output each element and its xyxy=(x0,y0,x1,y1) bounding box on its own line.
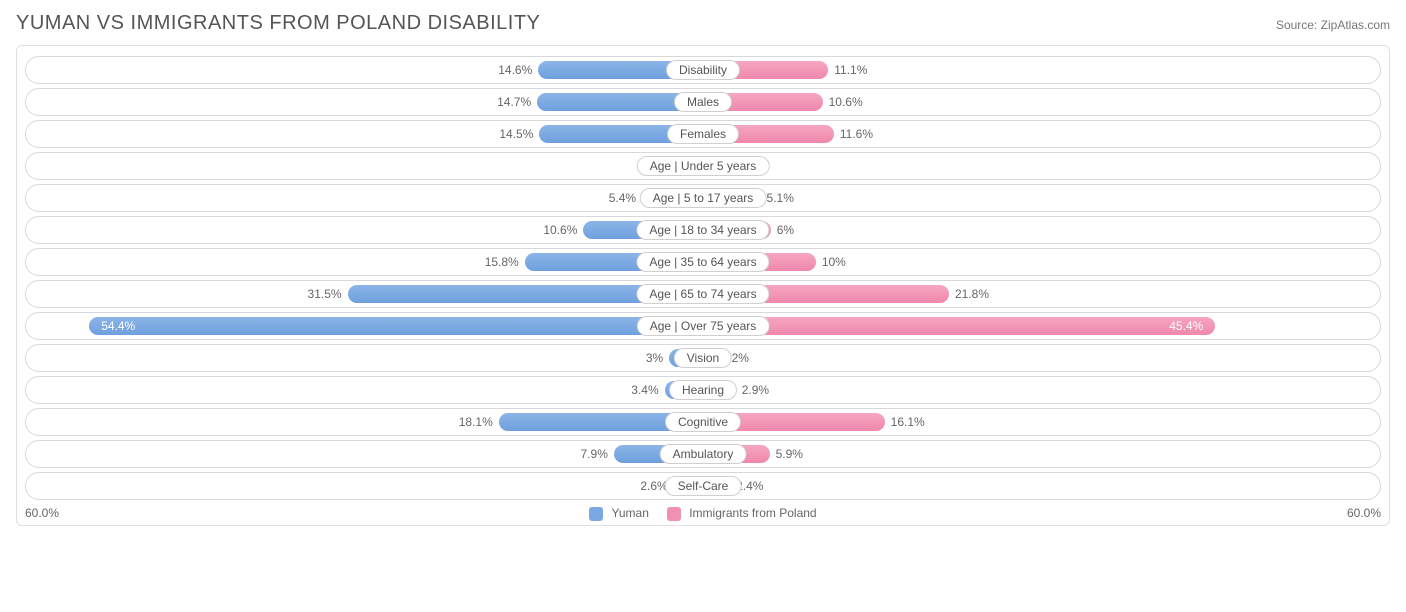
chart-row: 10.6% 6%Age | 18 to 34 years xyxy=(25,216,1381,244)
chart-rows: 14.6% 11.1% Disability 14.7% 10.6% Males 14.5%… xyxy=(25,56,1381,500)
value-left: 3.4% xyxy=(625,383,664,397)
value-right: 5.9% xyxy=(770,447,809,461)
row-right-half: 10% xyxy=(703,249,1380,275)
chart-row: 5.4% 5.1%Age | 5 to 17 years xyxy=(25,184,1381,212)
row-left-half: 10.6% xyxy=(26,217,703,243)
value-right: 21.8% xyxy=(949,287,995,301)
chart-row: 7.9% 5.9% Ambulatory xyxy=(25,440,1381,468)
legend-item-left: Yuman xyxy=(589,506,648,521)
value-right: 10.6% xyxy=(823,95,869,109)
value-right: 5.1% xyxy=(761,191,800,205)
row-right-half: 5.9% xyxy=(703,441,1380,467)
value-right: 16.1% xyxy=(885,415,931,429)
chart-title: YUMAN VS IMMIGRANTS FROM POLAND DISABILI… xyxy=(16,12,540,35)
value-left: 10.6% xyxy=(537,223,583,237)
row-left-half: 5.4% xyxy=(26,185,703,211)
row-right-half: 2.4% xyxy=(703,473,1380,499)
chart-row: 18.1% 16.1% Cognitive xyxy=(25,408,1381,436)
value-right: 45.4% xyxy=(1163,319,1209,333)
diverging-bar-chart: 14.6% 11.1% Disability 14.7% 10.6% Males 14.5%… xyxy=(16,45,1390,526)
row-left-half: 14.5% xyxy=(26,121,703,147)
row-right-half: 5.1% xyxy=(703,185,1380,211)
row-label: Self-Care xyxy=(665,476,742,496)
row-right-half: 16.1% xyxy=(703,409,1380,435)
row-right-half: 11.1% xyxy=(703,57,1380,83)
value-right: 10% xyxy=(816,255,852,269)
value-left: 18.1% xyxy=(453,415,499,429)
legend-label-right: Immigrants from Poland xyxy=(689,506,816,520)
row-right-half: 1.3% xyxy=(703,153,1380,179)
row-left-half: 15.8% xyxy=(26,249,703,275)
row-label: Age | 18 to 34 years xyxy=(636,220,769,240)
row-left-half: 2.6% xyxy=(26,473,703,499)
legend-swatch-left xyxy=(589,507,603,521)
row-label: Females xyxy=(667,124,739,144)
axis-max-right: 60.0% xyxy=(1347,506,1381,520)
chart-row: 14.6% 11.1% Disability xyxy=(25,56,1381,84)
row-left-half: 7.9% xyxy=(26,441,703,467)
chart-row: 54.4% 45.4% Age | Over 75 years xyxy=(25,312,1381,340)
row-label: Age | Under 5 years xyxy=(637,156,770,176)
chart-row: 0.95%1.3%Age | Under 5 years xyxy=(25,152,1381,180)
chart-footer: 60.0% Yuman Immigrants from Poland 60.0% xyxy=(25,506,1381,521)
value-left: 15.8% xyxy=(479,255,525,269)
row-label: Age | Over 75 years xyxy=(637,316,770,336)
row-left-half: 14.6% xyxy=(26,57,703,83)
row-right-half: 2% xyxy=(703,345,1380,371)
row-label: Hearing xyxy=(669,380,737,400)
row-label: Cognitive xyxy=(665,412,741,432)
value-left: 7.9% xyxy=(575,447,614,461)
value-left: 14.7% xyxy=(491,95,537,109)
legend-swatch-right xyxy=(667,507,681,521)
row-right-half: 45.4% xyxy=(703,313,1380,339)
value-left: 54.4% xyxy=(95,319,141,333)
row-left-half: 3.4% xyxy=(26,377,703,403)
value-right: 6% xyxy=(771,223,800,237)
value-left: 5.4% xyxy=(603,191,642,205)
bar-left: 54.4% xyxy=(89,317,703,335)
chart-header: YUMAN VS IMMIGRANTS FROM POLAND DISABILI… xyxy=(16,12,1390,35)
axis-max-left: 60.0% xyxy=(25,506,59,520)
row-right-half: 6% xyxy=(703,217,1380,243)
row-right-half: 10.6% xyxy=(703,89,1380,115)
row-left-half: 3% xyxy=(26,345,703,371)
row-label: Age | 35 to 64 years xyxy=(636,252,769,272)
chart-row: 31.5% 21.8% Age | 65 to 74 years xyxy=(25,280,1381,308)
chart-row: 3% 2%Vision xyxy=(25,344,1381,372)
chart-legend: Yuman Immigrants from Poland xyxy=(589,506,816,521)
legend-label-left: Yuman xyxy=(612,506,649,520)
row-right-half: 2.9% xyxy=(703,377,1380,403)
row-left-half: 14.7% xyxy=(26,89,703,115)
value-left: 3% xyxy=(640,351,669,365)
chart-source: Source: ZipAtlas.com xyxy=(1276,18,1390,32)
row-label: Ambulatory xyxy=(660,444,747,464)
row-label: Age | 65 to 74 years xyxy=(636,284,769,304)
chart-row: 14.5% 11.6% Females xyxy=(25,120,1381,148)
bar-right: 45.4% xyxy=(703,317,1215,335)
row-label: Age | 5 to 17 years xyxy=(640,188,767,208)
chart-row: 14.7% 10.6% Males xyxy=(25,88,1381,116)
chart-row: 2.6%2.4%Self-Care xyxy=(25,472,1381,500)
row-right-half: 11.6% xyxy=(703,121,1380,147)
row-left-half: 54.4% xyxy=(26,313,703,339)
row-left-half: 31.5% xyxy=(26,281,703,307)
value-right: 11.1% xyxy=(828,63,873,77)
chart-row: 3.4% 2.9%Hearing xyxy=(25,376,1381,404)
value-left: 31.5% xyxy=(302,287,348,301)
row-left-half: 0.95% xyxy=(26,153,703,179)
row-label: Disability xyxy=(666,60,740,80)
legend-item-right: Immigrants from Poland xyxy=(667,506,817,521)
row-left-half: 18.1% xyxy=(26,409,703,435)
value-left: 14.6% xyxy=(492,63,538,77)
row-label: Vision xyxy=(674,348,732,368)
value-right: 11.6% xyxy=(834,127,879,141)
row-right-half: 21.8% xyxy=(703,281,1380,307)
value-left: 14.5% xyxy=(493,127,539,141)
chart-row: 15.8% 10% Age | 35 to 64 years xyxy=(25,248,1381,276)
row-label: Males xyxy=(674,92,732,112)
value-right: 2.9% xyxy=(736,383,775,397)
